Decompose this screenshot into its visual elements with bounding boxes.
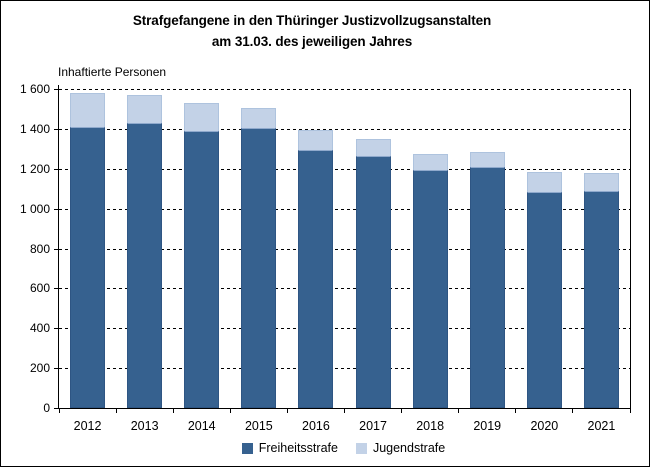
bar-stack-2018 (412, 153, 448, 408)
x-axis-tick-3 (229, 409, 231, 413)
bar-stack-2019 (469, 151, 505, 408)
bar-stack-2016 (298, 130, 334, 408)
bar-segment-jugendstrafe-2020 (526, 172, 562, 192)
x-axis-label-2013: 2013 (130, 419, 159, 433)
x-axis-tick-7 (458, 409, 460, 413)
y-axis-top-stub (58, 85, 59, 89)
bar-segment-jugendstrafe-2013 (127, 94, 163, 123)
legend-swatch-freiheitsstrafe-icon (241, 443, 253, 454)
gridline-200 (59, 368, 630, 370)
bar-segment-jugendstrafe-2019 (469, 151, 505, 168)
x-axis-label-2018: 2018 (416, 419, 445, 433)
x-axis-tick-0 (58, 409, 60, 413)
y-axis-label-800: 800 (29, 241, 50, 256)
y-axis-tick-200 (54, 368, 59, 370)
x-axis-tick-9 (572, 409, 574, 413)
y-axis-label-400: 400 (29, 321, 50, 336)
plot-area: 0 200 400 600 800 1 000 1 200 1 400 1 600 2012 201… (20, 82, 631, 433)
x-axis-label-2020: 2020 (530, 419, 559, 433)
y-axis-tick-800 (54, 248, 59, 250)
y-axis-label-0: 0 (43, 401, 50, 415)
x-axis-tick-6 (401, 409, 403, 413)
x-axis-tick-2 (172, 409, 174, 413)
x-axis-label-2014: 2014 (187, 419, 216, 433)
bar-segment-freiheitsstrafe-2014 (184, 131, 220, 408)
x-axis-tick-10 (629, 409, 631, 413)
y-axis-tick-400 (54, 328, 59, 330)
x-axis-tick-8 (515, 409, 517, 413)
y-axis-tick-1600 (54, 89, 59, 90)
bar-segment-jugendstrafe-2016 (298, 130, 334, 151)
y-axis-label-1000: 1 000 (19, 201, 50, 216)
y-axis-label-1600: 1 600 (19, 82, 50, 96)
bar-segment-freiheitsstrafe-2016 (298, 150, 334, 408)
bar-segment-freiheitsstrafe-2017 (355, 156, 391, 408)
y-axis-label-600: 600 (29, 281, 50, 296)
gridline-1200 (59, 168, 630, 170)
y-axis-tick-1200 (54, 168, 59, 170)
bar-stack-2013 (127, 94, 163, 408)
x-axis-label-2021: 2021 (587, 419, 616, 433)
bar-segment-freiheitsstrafe-2018 (412, 170, 448, 408)
x-axis-label-2019: 2019 (473, 419, 502, 433)
x-axis-label-2015: 2015 (244, 419, 273, 433)
bar-segment-freiheitsstrafe-2020 (526, 191, 562, 408)
bar-segment-jugendstrafe-2014 (184, 103, 220, 132)
bar-segment-jugendstrafe-2015 (241, 108, 277, 129)
bar-stack-2020 (526, 172, 562, 408)
bar-segment-jugendstrafe-2017 (355, 138, 391, 157)
x-axis-label-2016: 2016 (302, 419, 330, 433)
legend-label-jugendstrafe: Jugendstrafe (372, 441, 446, 455)
x-axis-label-2012: 2012 (73, 419, 102, 433)
legend-swatch-jugendstrafe-icon (355, 443, 367, 454)
x-axis-tick-1 (115, 409, 117, 413)
chart-title: Strafgefangene in den Thüringer Justizvo… (1, 10, 649, 52)
chart-title-line2: am 31.03. des jeweiligen Jahres (211, 34, 413, 49)
bar-segment-jugendstrafe-2012 (70, 92, 106, 127)
bar-segment-jugendstrafe-2021 (583, 173, 619, 191)
y-axis-title: Inhaftierte Personen (58, 65, 167, 79)
legend-label-freiheitsstrafe: Freiheitsstrafe (258, 441, 338, 455)
y-axis-tick-0 (54, 408, 59, 409)
y-axis-tick-1000 (54, 208, 59, 210)
chart-title-line1: Strafgefangene in den Thüringer Justizvo… (132, 13, 492, 28)
bar-stack-2012 (70, 92, 106, 408)
gridline-1600 (59, 89, 630, 90)
bar-stack-2015 (241, 108, 277, 408)
gridline-1000 (59, 208, 630, 210)
y-axis-label-1400: 1 400 (19, 121, 50, 136)
gridline-1400 (59, 128, 630, 130)
legend-item-jugendstrafe: Jugendstrafe (355, 441, 446, 456)
y-axis-label-1200: 1 200 (19, 161, 50, 176)
bar-stack-2021 (583, 173, 619, 408)
gridline-400 (59, 328, 630, 330)
y-axis-tick-600 (54, 288, 59, 290)
gridline-800 (59, 248, 630, 250)
x-axis-tick-4 (286, 409, 288, 413)
y-axis-tick-1400 (54, 128, 59, 130)
bar-segment-freiheitsstrafe-2019 (469, 167, 505, 408)
bar-stack-2017 (355, 138, 391, 408)
x-axis-tick-5 (344, 409, 345, 413)
legend-item-freiheitsstrafe: Freiheitsstrafe (241, 441, 338, 456)
bar-segment-freiheitsstrafe-2021 (583, 190, 619, 408)
bar-segment-freiheitsstrafe-2012 (70, 126, 106, 408)
x-axis-label-2017: 2017 (359, 419, 387, 433)
bar-segment-jugendstrafe-2018 (412, 153, 448, 171)
bar-segment-freiheitsstrafe-2015 (241, 128, 277, 408)
y-axis-label-200: 200 (29, 361, 50, 376)
bar-stack-2014 (184, 103, 220, 408)
gridline-600 (59, 288, 630, 290)
legend: Freiheitsstrafe Jugendstrafe (58, 441, 629, 456)
bar-segment-freiheitsstrafe-2013 (127, 122, 163, 408)
